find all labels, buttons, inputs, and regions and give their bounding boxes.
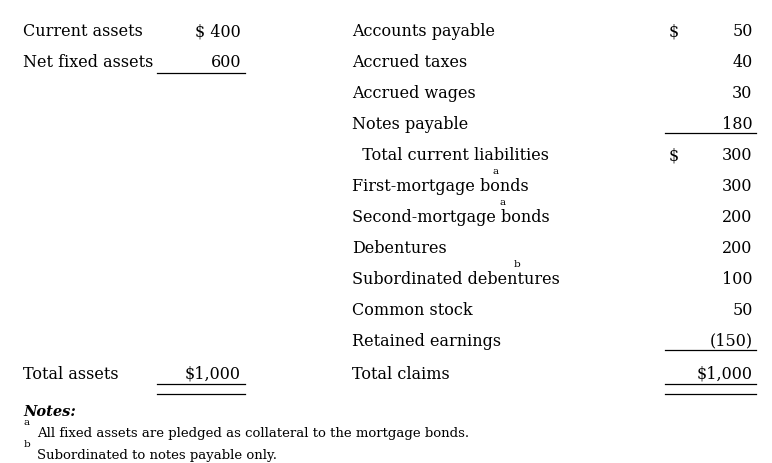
Text: Subordinated to notes payable only.: Subordinated to notes payable only.: [37, 449, 277, 462]
Text: 50: 50: [732, 302, 753, 319]
Text: b: b: [23, 440, 30, 449]
Text: 200: 200: [722, 209, 753, 226]
Text: 300: 300: [722, 178, 753, 195]
Text: 600: 600: [211, 54, 241, 71]
Text: Debentures: Debentures: [351, 240, 446, 257]
Text: Total assets: Total assets: [23, 366, 119, 383]
Text: Accrued wages: Accrued wages: [351, 85, 476, 102]
Text: $: $: [669, 23, 679, 40]
Text: Total claims: Total claims: [351, 366, 449, 383]
Text: 50: 50: [732, 23, 753, 40]
Text: (150): (150): [709, 333, 753, 350]
Text: a: a: [23, 418, 29, 426]
Text: 200: 200: [722, 240, 753, 257]
Text: 300: 300: [722, 147, 753, 164]
Text: First-mortgage bonds: First-mortgage bonds: [351, 178, 528, 195]
Text: $ 400: $ 400: [195, 23, 241, 40]
Text: $1,000: $1,000: [185, 366, 241, 383]
Text: 180: 180: [722, 116, 753, 133]
Text: Net fixed assets: Net fixed assets: [23, 54, 154, 71]
Text: Accrued taxes: Accrued taxes: [351, 54, 467, 71]
Text: Total current liabilities: Total current liabilities: [351, 147, 549, 164]
Text: 40: 40: [733, 54, 753, 71]
Text: 30: 30: [732, 85, 753, 102]
Text: All fixed assets are pledged as collateral to the mortgage bonds.: All fixed assets are pledged as collater…: [37, 427, 469, 440]
Text: Notes:: Notes:: [23, 405, 76, 419]
Text: $: $: [669, 147, 679, 164]
Text: Current assets: Current assets: [23, 23, 143, 40]
Text: a: a: [499, 198, 506, 207]
Text: b: b: [513, 260, 520, 269]
Text: a: a: [492, 168, 498, 176]
Text: Accounts payable: Accounts payable: [351, 23, 495, 40]
Text: Second-mortgage bonds: Second-mortgage bonds: [351, 209, 550, 226]
Text: $1,000: $1,000: [696, 366, 753, 383]
Text: 100: 100: [722, 271, 753, 288]
Text: Notes payable: Notes payable: [351, 116, 468, 133]
Text: Common stock: Common stock: [351, 302, 472, 319]
Text: Subordinated debentures: Subordinated debentures: [351, 271, 560, 288]
Text: Retained earnings: Retained earnings: [351, 333, 501, 350]
